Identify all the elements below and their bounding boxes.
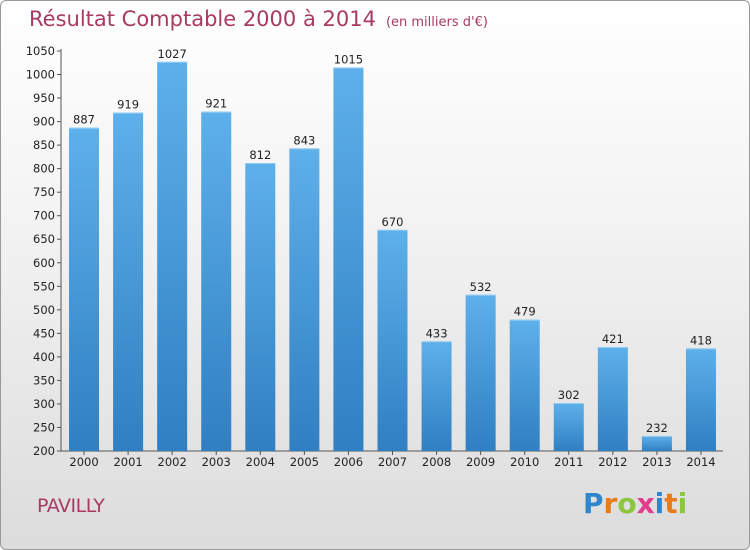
- x-tick-label: 2010: [510, 455, 539, 469]
- bar-2010: [509, 319, 540, 451]
- y-tick-label: 900: [33, 115, 55, 129]
- y-tick-label: 400: [33, 350, 55, 364]
- x-tick-label: 2014: [686, 455, 715, 469]
- x-tick-label: 2008: [422, 455, 451, 469]
- data-label: 921: [205, 97, 227, 111]
- data-label: 1027: [158, 47, 187, 61]
- y-tick-label: 300: [33, 397, 55, 411]
- bar-2013: [641, 435, 672, 451]
- y-tick-label: 500: [33, 303, 55, 317]
- x-tick-label: 2000: [69, 455, 98, 469]
- commune-name: PAVILLY: [37, 495, 105, 517]
- logo-letter: o: [617, 487, 637, 520]
- logo-letter: i: [677, 487, 688, 520]
- bar-2004: [245, 163, 276, 451]
- bar-2005: [289, 148, 320, 452]
- data-label: 887: [73, 113, 95, 127]
- bar-2011: [553, 403, 584, 451]
- data-label: 232: [646, 421, 668, 435]
- bar-2007: [377, 229, 408, 451]
- bar-2002: [157, 61, 188, 452]
- data-label: 421: [602, 332, 624, 346]
- x-tick-label: 2011: [554, 455, 583, 469]
- data-label: 302: [558, 388, 580, 402]
- bar-2003: [201, 111, 232, 452]
- x-tick-label: 2012: [598, 455, 627, 469]
- bar-2008: [421, 341, 452, 451]
- data-label: 532: [470, 280, 492, 294]
- logo-letter: t: [664, 487, 678, 520]
- y-tick-label: 250: [33, 420, 55, 434]
- y-tick-label: 850: [33, 138, 55, 152]
- y-tick-label: 650: [33, 232, 55, 246]
- data-label: 843: [293, 133, 315, 147]
- y-tick-label: 1000: [26, 68, 55, 82]
- data-label: 433: [426, 326, 448, 340]
- data-label: 812: [249, 148, 271, 162]
- bar-2000: [69, 127, 100, 452]
- bar-2001: [113, 112, 144, 451]
- bar-2006: [333, 67, 364, 452]
- chart-subtitle: (en milliers d'€): [385, 15, 488, 30]
- y-tick-label: 450: [33, 326, 55, 340]
- data-label: 418: [690, 333, 712, 347]
- y-tick-label: 350: [33, 373, 55, 387]
- logo-letter: x: [636, 487, 655, 520]
- y-tick-label: 1050: [26, 44, 55, 58]
- y-tick-label: 550: [33, 279, 55, 293]
- x-tick-label: 2003: [202, 455, 231, 469]
- data-label: 479: [514, 305, 536, 319]
- x-tick-label: 2006: [334, 455, 363, 469]
- y-tick-label: 200: [33, 444, 55, 458]
- x-tick-label: 2005: [290, 455, 319, 469]
- logo-letter: i: [654, 487, 665, 520]
- x-tick-label: 2004: [246, 455, 275, 469]
- y-tick-label: 750: [33, 185, 55, 199]
- y-tick-label: 800: [33, 162, 55, 176]
- data-label: 919: [117, 98, 139, 112]
- data-label: 670: [382, 215, 404, 229]
- bar-2012: [597, 347, 628, 451]
- y-tick-label: 700: [33, 209, 55, 223]
- proxiti-logo: Proxiti: [583, 487, 687, 520]
- logo-letter: P: [583, 487, 604, 520]
- y-tick-label: 950: [33, 91, 55, 105]
- x-tick-label: 2002: [158, 455, 187, 469]
- bar-2014: [685, 348, 716, 451]
- y-tick-label: 600: [33, 256, 55, 270]
- bar-2009: [465, 294, 496, 451]
- x-tick-label: 2001: [113, 455, 142, 469]
- x-tick-label: 2007: [378, 455, 407, 469]
- data-label: 1015: [334, 52, 363, 66]
- logo-letter: r: [603, 487, 618, 520]
- x-tick-label: 2009: [466, 455, 495, 469]
- chart-title: Résultat Comptable 2000 à 2014 (en millie…: [29, 7, 488, 31]
- x-tick-label: 2013: [642, 455, 671, 469]
